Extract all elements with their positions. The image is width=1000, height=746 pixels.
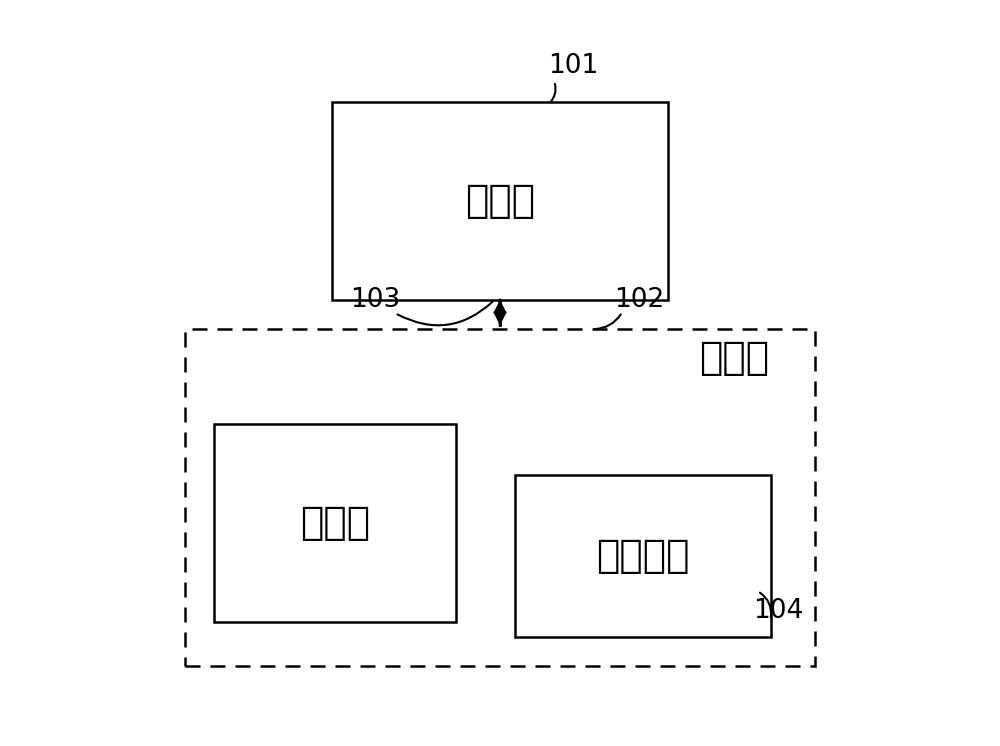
Bar bbox=[214, 424, 456, 622]
Bar bbox=[515, 475, 771, 636]
Text: 104: 104 bbox=[753, 598, 803, 624]
Text: 存储模块: 存储模块 bbox=[596, 537, 690, 575]
Text: 控制器: 控制器 bbox=[300, 504, 370, 542]
Bar bbox=[332, 102, 668, 300]
Text: 处理器: 处理器 bbox=[465, 182, 535, 220]
Text: 103: 103 bbox=[350, 286, 401, 313]
Text: 存储器: 存储器 bbox=[699, 339, 769, 377]
Text: 102: 102 bbox=[614, 286, 664, 313]
Text: 101: 101 bbox=[548, 52, 598, 78]
Bar bbox=[185, 329, 815, 666]
